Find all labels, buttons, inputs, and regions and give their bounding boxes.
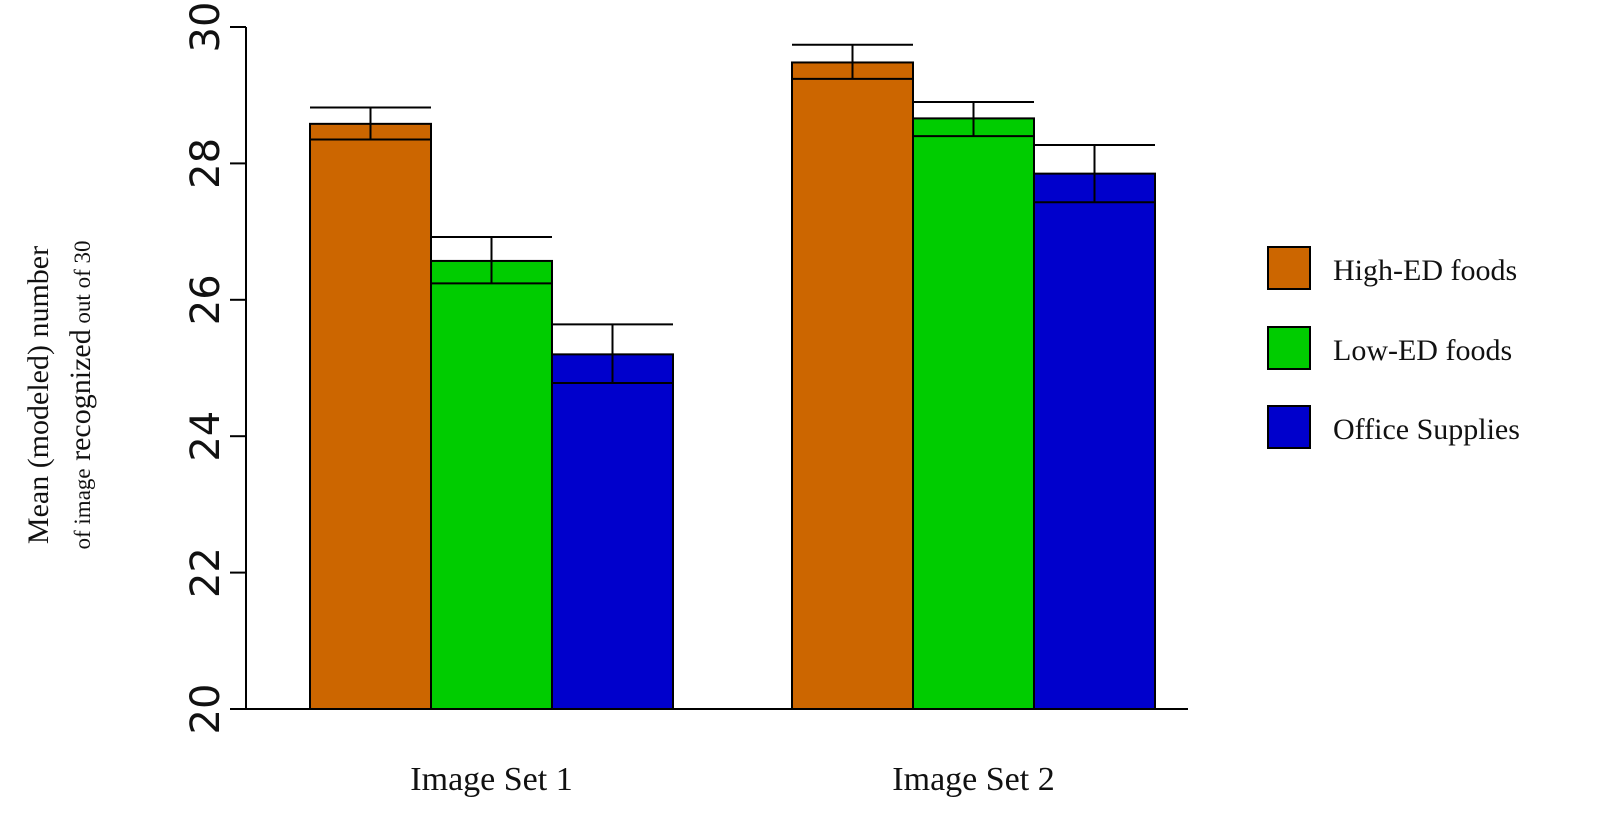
legend-swatch <box>1267 405 1311 449</box>
legend-swatch <box>1267 246 1311 290</box>
y-tick-label: 26 <box>183 274 229 325</box>
y-label-part: of image <box>70 468 95 549</box>
bars <box>309 43 1156 711</box>
bar <box>791 61 914 711</box>
category-label: Image Set 2 <box>892 761 1054 798</box>
y-tick-label: 20 <box>183 684 229 735</box>
category-label: Image Set 1 <box>410 761 572 798</box>
y-tick-label: 22 <box>183 547 229 598</box>
y-label-part: recognized <box>64 329 97 468</box>
legend-swatch <box>1267 326 1311 370</box>
y-tick-label: 28 <box>183 138 229 189</box>
y-label-part: Mean (modeled) number <box>22 246 55 544</box>
y-axis: 20 22 24 26 28 30 <box>183 2 1188 735</box>
bar <box>551 353 674 710</box>
bar <box>912 117 1035 710</box>
legend: High-ED foods Low-ED foods Office Supplies <box>1267 246 1520 449</box>
bar <box>309 122 432 711</box>
category-labels: Image Set 1 Image Set 2 <box>410 761 1054 798</box>
legend-label: High-ED foods <box>1333 254 1517 287</box>
y-label-line-2: of image recognized out of 30 <box>64 240 97 549</box>
y-label-line-1: Mean (modeled) number <box>22 246 55 544</box>
bar <box>1033 172 1156 710</box>
y-label-part: out of 30 <box>70 240 95 329</box>
bar <box>430 259 553 710</box>
legend-label: Low-ED foods <box>1333 334 1512 367</box>
y-tick-label: 30 <box>183 2 229 53</box>
y-axis-label: Mean (modeled) number of image recognized… <box>22 240 97 549</box>
y-tick-label: 24 <box>183 411 229 462</box>
legend-label: Office Supplies <box>1333 413 1520 446</box>
